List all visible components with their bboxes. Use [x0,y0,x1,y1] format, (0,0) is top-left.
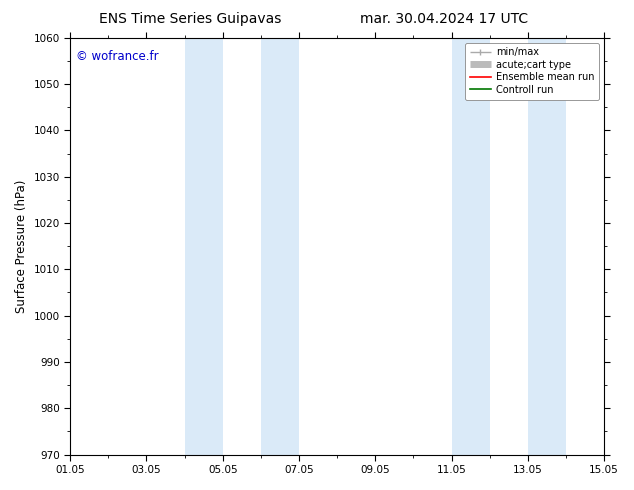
Bar [451,38,489,455]
Bar [528,38,566,455]
Bar [261,38,299,455]
Bar [184,38,223,455]
Text: © wofrance.fr: © wofrance.fr [75,50,158,63]
Legend: min/max, acute;cart type, Ensemble mean run, Controll run: min/max, acute;cart type, Ensemble mean … [465,43,599,99]
Text: mar. 30.04.2024 17 UTC: mar. 30.04.2024 17 UTC [359,12,528,26]
Text: ENS Time Series Guipavas: ENS Time Series Guipavas [99,12,281,26]
Y-axis label: Surface Pressure (hPa): Surface Pressure (hPa) [15,179,28,313]
